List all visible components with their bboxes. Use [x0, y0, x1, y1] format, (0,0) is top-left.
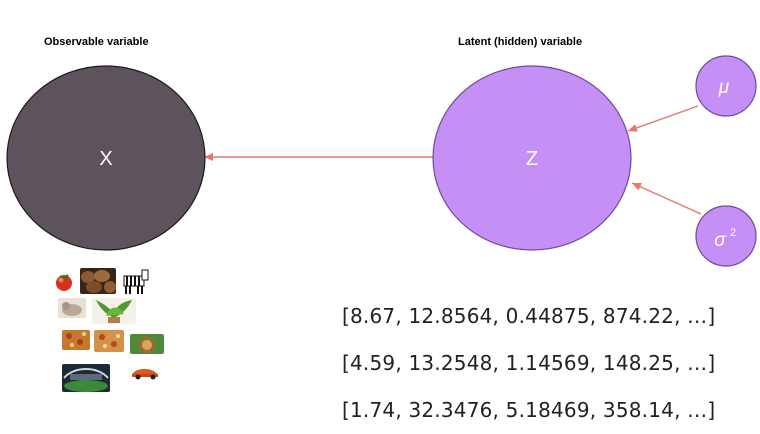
- node-mu: μ: [695, 55, 757, 117]
- zebra-image: [120, 266, 152, 296]
- houseplant-image: [92, 298, 136, 324]
- lion-image: [130, 334, 164, 354]
- node-z-label: Z: [526, 148, 538, 170]
- node-z: Z: [432, 65, 632, 251]
- tomato-image: [52, 272, 76, 292]
- mu-symbol: μ: [718, 77, 730, 98]
- node-x: X: [6, 65, 206, 251]
- sigma-to-z-arrow: [631, 182, 702, 215]
- latent-vector-3: [1.74, 32.3476, 5.18469, 358.14, …]: [342, 398, 716, 422]
- cat-image: [58, 298, 86, 318]
- latent-vector-2: [4.59, 13.2548, 1.14569, 148.25, …]: [342, 351, 716, 375]
- observable-variable-label: Observable variable: [44, 36, 149, 48]
- sigma-exponent: 2: [730, 227, 736, 239]
- pizza-image-2: [94, 330, 124, 352]
- sports-car-image: [130, 364, 160, 380]
- latent-variable-label: Latent (hidden) variable: [458, 36, 583, 48]
- node-x-label: X: [99, 148, 112, 170]
- chestnuts-image: [80, 268, 116, 294]
- stadium-image: [62, 364, 110, 392]
- sigma-symbol: σ: [714, 230, 727, 251]
- pizza-image-1: [62, 330, 90, 350]
- latent-vector-1: [8.67, 12.8564, 0.44875, 874.22, …]: [342, 304, 716, 328]
- node-sigma-squared: σ 2: [695, 205, 757, 267]
- mu-to-z-arrow: [627, 105, 699, 132]
